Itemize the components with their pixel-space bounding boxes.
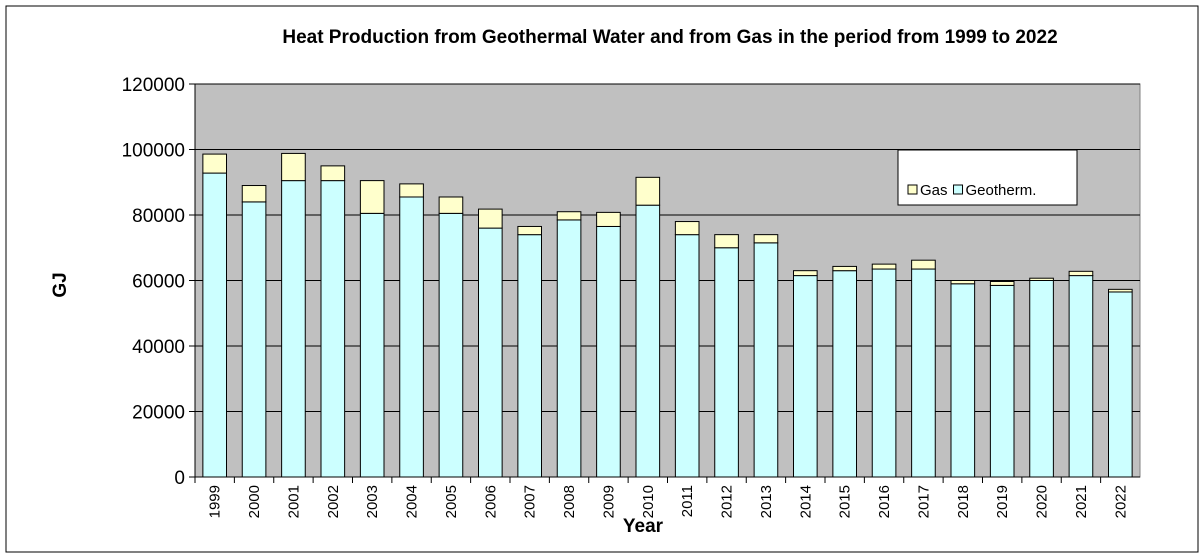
legend-label: Geotherm.	[966, 182, 1037, 199]
bar-segment	[478, 208, 503, 229]
legend-box	[897, 149, 1078, 206]
y-tick-label: 0	[174, 468, 185, 489]
bar-segment	[871, 263, 897, 270]
bar-segment	[950, 283, 976, 478]
x-tick-label: 2019	[994, 485, 1011, 518]
y-tick-label: 80000	[132, 206, 185, 227]
bar-segment	[1068, 275, 1094, 478]
bar-segment	[241, 185, 267, 203]
x-axis-label: Year	[623, 516, 664, 537]
bar-segment	[871, 268, 897, 478]
bar-segment	[320, 165, 346, 182]
bar-segment	[635, 204, 661, 478]
x-tick-label: 2009	[600, 485, 617, 518]
x-tick-label: 2016	[876, 485, 893, 518]
x-tick-label: 1999	[207, 485, 224, 518]
x-tick-label: 2015	[837, 485, 854, 518]
bar-segment	[478, 227, 503, 478]
bar-segment	[241, 201, 267, 478]
bar-segment	[596, 211, 621, 227]
bar-segment	[1029, 277, 1054, 281]
y-tick-label: 20000	[132, 403, 185, 424]
bar-segment	[753, 242, 779, 478]
bar-segment	[556, 211, 582, 221]
x-tick-label: 2003	[364, 485, 381, 518]
bar-segment	[359, 212, 385, 478]
x-tick-label: 2013	[758, 485, 775, 518]
bar-segment	[832, 265, 857, 272]
bar-segment	[989, 280, 1015, 286]
x-tick-label: 2008	[561, 485, 578, 518]
bar-segment	[1108, 291, 1133, 478]
bar-segment	[202, 153, 227, 174]
y-tick-label: 120000	[122, 75, 185, 96]
y-axis-label: GJ	[50, 272, 71, 297]
x-tick-label: 2020	[1034, 485, 1051, 518]
x-tick-label: 2012	[719, 485, 736, 518]
x-tick-label: 2000	[246, 485, 263, 518]
bar-segment	[714, 247, 739, 478]
bar-segment	[832, 270, 857, 478]
bar-segment	[1068, 270, 1094, 277]
x-tick-label: 2006	[482, 485, 499, 518]
bar-segment	[1029, 280, 1054, 478]
x-tick-label: 2007	[522, 485, 539, 518]
bar-segment	[438, 212, 464, 478]
legend-label: Gas	[920, 182, 948, 199]
x-tick-label: 2001	[285, 485, 302, 518]
y-tick-label: 40000	[132, 337, 185, 358]
bar-segment	[202, 172, 227, 478]
x-tick-label: 2004	[404, 485, 421, 518]
x-tick-label: 2010	[640, 485, 657, 518]
y-tick-label: 60000	[132, 272, 185, 293]
bar-segment	[596, 225, 621, 478]
bar-segment	[399, 183, 424, 198]
bar-segment	[911, 268, 936, 478]
bar-segment	[674, 234, 700, 478]
bar-segment	[911, 259, 936, 270]
bar-segment	[556, 219, 582, 478]
chart-title: Heat Production from Geothermal Water an…	[282, 27, 1058, 48]
bar-segment	[399, 196, 424, 478]
legend-swatch	[907, 184, 918, 195]
legend-swatch	[953, 184, 964, 195]
x-tick-label: 2002	[325, 485, 342, 518]
x-tick-label: 2022	[1112, 485, 1129, 518]
x-tick-label: 2017	[915, 485, 932, 518]
x-tick-label: 2011	[679, 485, 696, 517]
y-tick-label: 100000	[122, 141, 185, 162]
bar-segment	[281, 180, 306, 478]
bar-segment	[753, 234, 779, 244]
bar-segment	[714, 234, 739, 249]
x-tick-label: 2021	[1073, 485, 1090, 518]
bar-segment	[281, 152, 306, 182]
x-tick-label: 2014	[797, 485, 814, 518]
bar-segment	[635, 176, 661, 206]
bar-segment	[793, 270, 818, 277]
bar-segment	[517, 234, 542, 478]
x-tick-label: 2005	[443, 485, 460, 518]
bar-segment	[438, 196, 464, 214]
bar-segment	[793, 275, 818, 478]
bar-segment	[950, 280, 976, 285]
bar-segment	[1108, 288, 1133, 293]
bar-segment	[674, 221, 700, 236]
bar-segment	[320, 180, 346, 478]
bar-segment	[359, 180, 385, 214]
bar-segment	[989, 284, 1015, 478]
bar-segment	[517, 225, 542, 236]
x-tick-label: 2018	[955, 485, 972, 518]
